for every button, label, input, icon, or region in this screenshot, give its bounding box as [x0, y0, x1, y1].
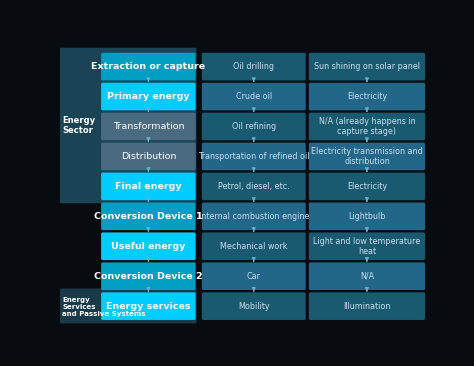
Text: Mobility: Mobility: [238, 302, 270, 311]
Text: Electricity: Electricity: [347, 92, 387, 101]
Text: N/A (already happens in
capture stage): N/A (already happens in capture stage): [319, 117, 415, 136]
Text: Distribution: Distribution: [121, 152, 176, 161]
Text: Final energy: Final energy: [115, 182, 182, 191]
Text: Sun shining on solar panel: Sun shining on solar panel: [314, 62, 420, 71]
FancyBboxPatch shape: [101, 262, 196, 290]
FancyBboxPatch shape: [309, 262, 425, 290]
FancyBboxPatch shape: [202, 83, 306, 111]
FancyBboxPatch shape: [202, 172, 306, 200]
FancyBboxPatch shape: [60, 48, 196, 203]
FancyBboxPatch shape: [202, 262, 306, 290]
Text: Crude oil: Crude oil: [236, 92, 272, 101]
FancyBboxPatch shape: [60, 288, 196, 324]
FancyBboxPatch shape: [101, 172, 196, 200]
Text: Conversion Device 1: Conversion Device 1: [94, 212, 203, 221]
Text: Useful energy: Useful energy: [111, 242, 185, 251]
Text: Oil refining: Oil refining: [232, 122, 276, 131]
Text: Petrol, diesel, etc.: Petrol, diesel, etc.: [218, 182, 290, 191]
Text: Lightbulb: Lightbulb: [348, 212, 386, 221]
FancyBboxPatch shape: [309, 113, 425, 140]
Text: Energy services: Energy services: [106, 302, 191, 311]
FancyBboxPatch shape: [202, 113, 306, 140]
Text: Light and low temperature
heat: Light and low temperature heat: [313, 236, 420, 256]
Text: Conversion Device 2: Conversion Device 2: [94, 272, 203, 281]
Text: N/A: N/A: [360, 272, 374, 281]
Text: Electricity transmission and
distribution: Electricity transmission and distributio…: [311, 147, 423, 166]
FancyBboxPatch shape: [202, 292, 306, 320]
Text: Extraction or capture: Extraction or capture: [91, 62, 205, 71]
FancyBboxPatch shape: [101, 232, 196, 260]
FancyBboxPatch shape: [309, 172, 425, 200]
Text: Mechanical work: Mechanical work: [220, 242, 288, 251]
FancyBboxPatch shape: [101, 83, 196, 111]
Text: Primary energy: Primary energy: [107, 92, 190, 101]
Text: Energy
Sector: Energy Sector: [63, 116, 95, 135]
FancyBboxPatch shape: [101, 53, 196, 81]
Text: Illumination: Illumination: [343, 302, 391, 311]
FancyBboxPatch shape: [202, 232, 306, 260]
FancyBboxPatch shape: [101, 143, 196, 170]
FancyBboxPatch shape: [101, 292, 196, 320]
Text: Transportation of refined oil: Transportation of refined oil: [198, 152, 310, 161]
FancyBboxPatch shape: [101, 113, 196, 140]
FancyBboxPatch shape: [309, 232, 425, 260]
FancyBboxPatch shape: [309, 143, 425, 170]
FancyBboxPatch shape: [309, 53, 425, 81]
Text: Oil drilling: Oil drilling: [233, 62, 274, 71]
Text: Energy
Services
and Passive Systems: Energy Services and Passive Systems: [63, 298, 146, 317]
FancyBboxPatch shape: [309, 83, 425, 111]
Text: Internal combustion engine: Internal combustion engine: [199, 212, 309, 221]
Text: Transformation: Transformation: [113, 122, 184, 131]
FancyBboxPatch shape: [202, 53, 306, 81]
FancyBboxPatch shape: [309, 202, 425, 230]
FancyBboxPatch shape: [202, 202, 306, 230]
FancyBboxPatch shape: [101, 202, 196, 230]
FancyBboxPatch shape: [202, 143, 306, 170]
FancyBboxPatch shape: [309, 292, 425, 320]
Text: Electricity: Electricity: [347, 182, 387, 191]
Text: Car: Car: [247, 272, 261, 281]
